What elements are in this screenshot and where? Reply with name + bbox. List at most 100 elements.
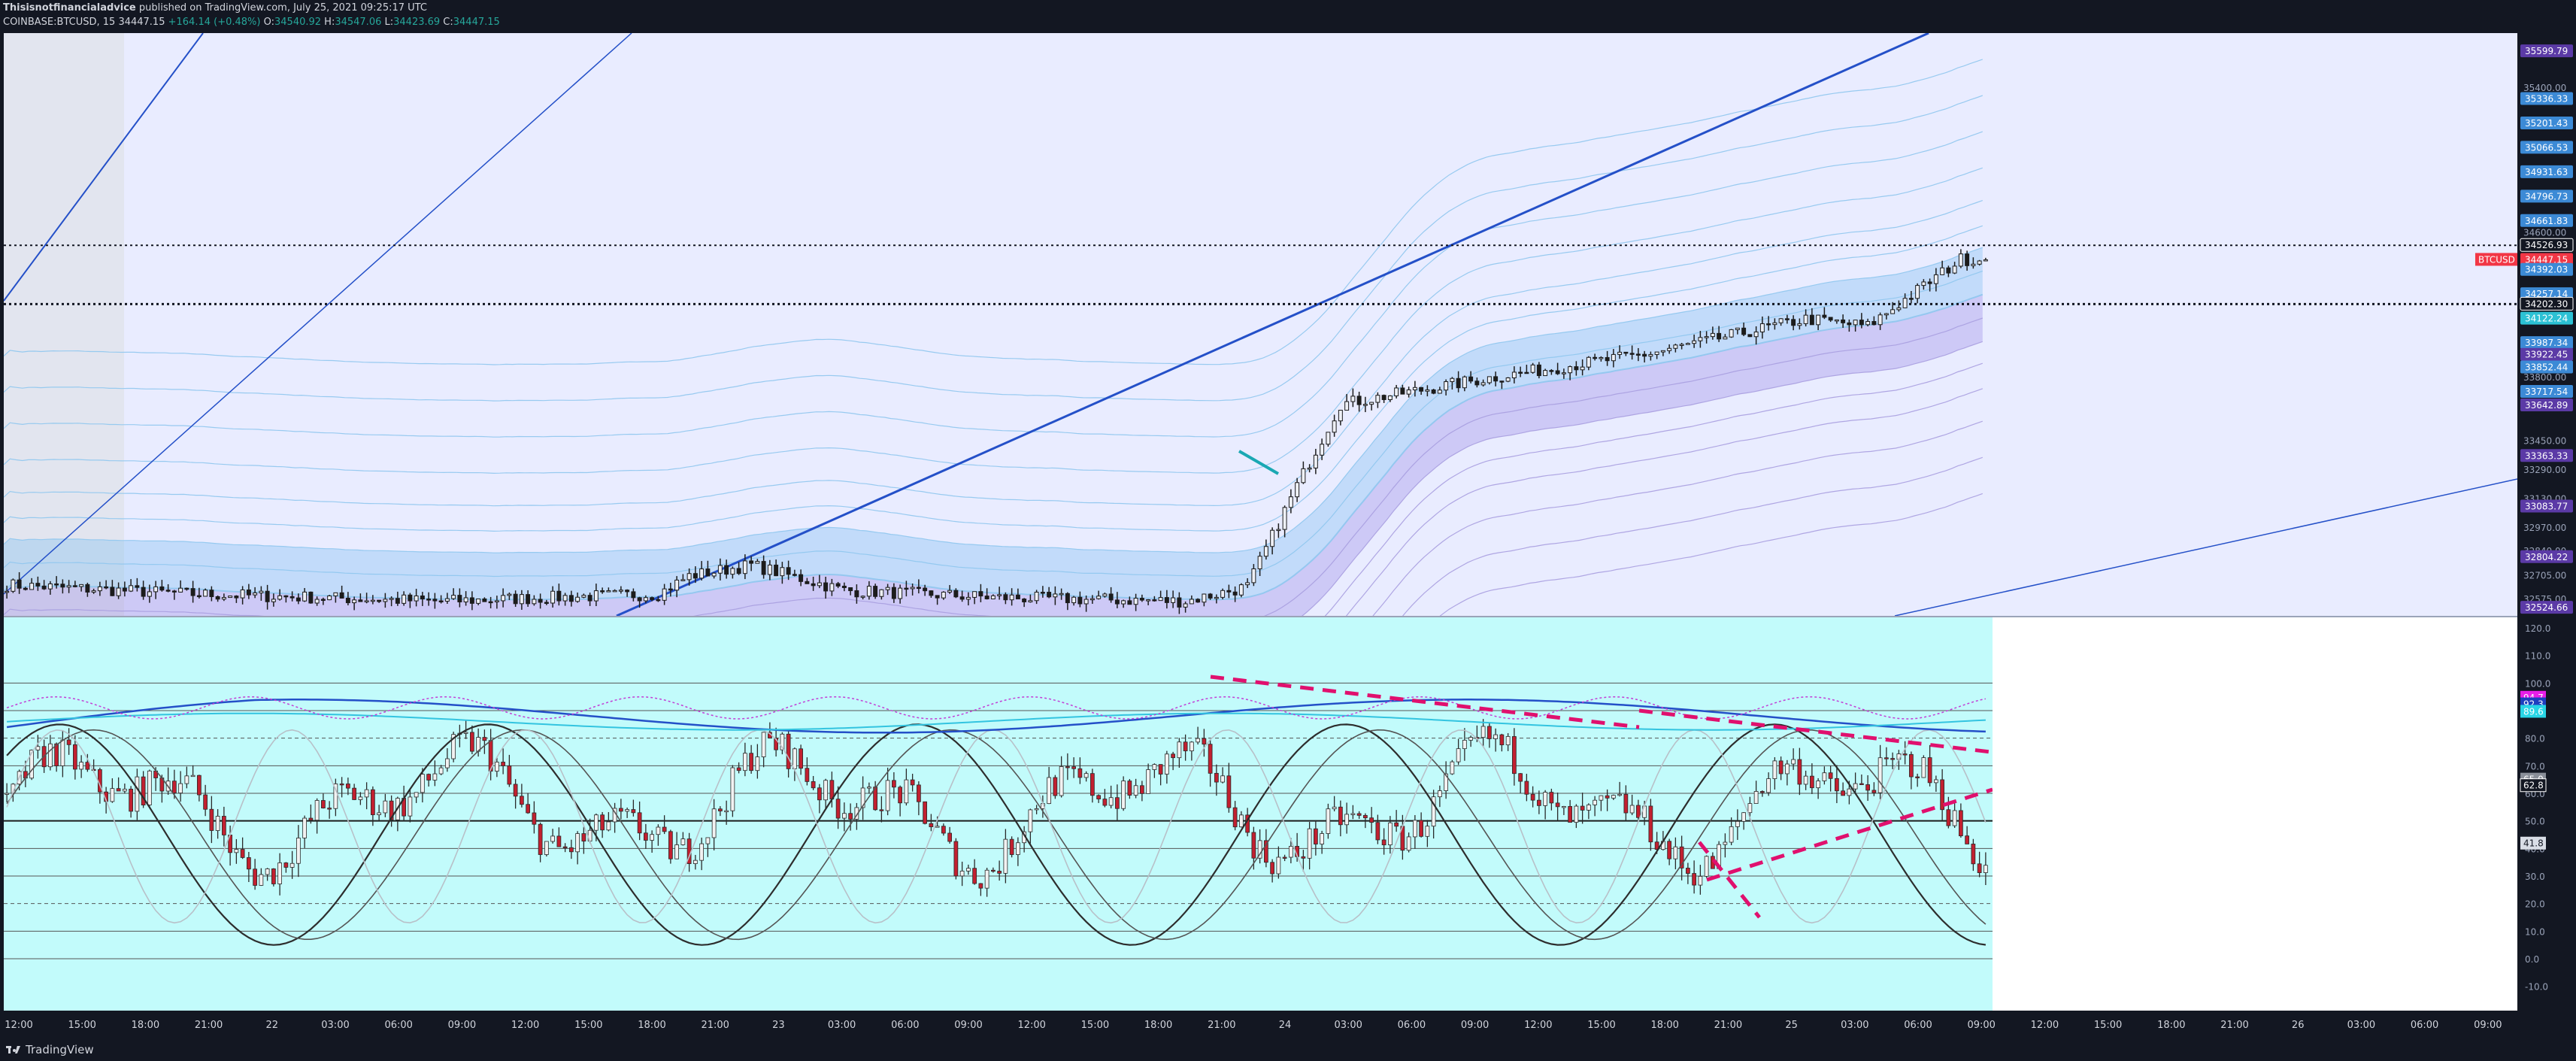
band-line-3	[1345, 388, 1984, 616]
band-line-4	[1324, 362, 1983, 616]
price-candle	[1766, 316, 1771, 331]
osc-candle	[854, 802, 859, 830]
price-candle	[854, 584, 859, 604]
price-candle	[1605, 350, 1610, 366]
svg-text:33642.89: 33642.89	[2525, 400, 2568, 411]
osc-candle	[1871, 782, 1877, 796]
osc-candle	[799, 744, 804, 775]
price-candle	[444, 593, 450, 604]
osc-candle	[1220, 767, 1226, 784]
price-candle	[1679, 342, 1684, 350]
price-candle	[550, 586, 556, 608]
osc-candle	[1338, 800, 1343, 837]
svg-text:62.8: 62.8	[2523, 781, 2544, 791]
price-candle	[451, 588, 456, 600]
price-candle	[1865, 318, 1871, 327]
price-label: 34526.93	[2520, 238, 2574, 252]
osc-candle	[110, 778, 115, 803]
osc-candle	[389, 795, 394, 827]
time-tick-label: 15:00	[68, 1020, 95, 1031]
price-pane[interactable]	[4, 33, 2517, 616]
oscillator-pane[interactable]	[4, 617, 1993, 1011]
time-tick-label: 15:00	[2094, 1020, 2122, 1031]
price-label: 32804.22	[2520, 550, 2573, 563]
symbol-label[interactable]: COINBASE:BTCUSD, 15	[3, 17, 116, 28]
time-tick-label: 12:00	[1017, 1020, 1045, 1031]
price-candle	[1462, 375, 1467, 392]
osc-candle	[1487, 722, 1492, 748]
price-candle	[1853, 320, 1858, 332]
price-candle	[736, 562, 741, 575]
price-candle	[327, 595, 332, 601]
price-candle	[686, 568, 692, 586]
osc-candle	[1028, 808, 1033, 844]
osc-candle	[1778, 756, 1784, 781]
svg-text:34447.15: 34447.15	[2525, 254, 2568, 265]
osc-candle	[1270, 859, 1275, 883]
tradingview-logo[interactable]: TradingView	[6, 1043, 94, 1056]
time-scale[interactable]: 12:00 15:00 18:00 21:00 22 03:00 06:00 09:00 12:…	[5, 1020, 2502, 1031]
time-tick-label: 21:00	[1208, 1020, 1235, 1031]
price-label: 33922.45	[2520, 347, 2573, 361]
osc-candle	[141, 771, 146, 808]
author-name[interactable]: Thisisnotfinancialadvice	[3, 2, 136, 14]
osc-candle	[1723, 833, 1728, 858]
price-label: 35400.00	[2523, 83, 2566, 93]
price-candle	[1778, 318, 1784, 326]
osc-tick-label: 0.0	[2525, 954, 2539, 965]
osc-candle	[470, 725, 474, 755]
osc-candle	[1605, 789, 1610, 811]
time-tick-label: 15:00	[1587, 1020, 1615, 1031]
price-candle	[364, 593, 369, 604]
osc-tick-label: 70.0	[2525, 761, 2545, 771]
price-candle	[1908, 290, 1914, 304]
svg-text:34122.24: 34122.24	[2525, 314, 2568, 324]
price-candle	[1320, 438, 1325, 460]
band-line-10	[4, 225, 1983, 532]
time-tick-label: 06:00	[891, 1020, 919, 1031]
osc-candle	[743, 742, 747, 777]
osc-candle	[1933, 775, 1938, 792]
price-candle	[1518, 366, 1523, 377]
osc-candle	[1493, 728, 1499, 752]
osc-candle	[606, 812, 611, 832]
price-candle	[513, 590, 518, 607]
price-label: 34202.30	[2520, 296, 2574, 311]
svg-text:34661.83: 34661.83	[2525, 216, 2568, 226]
price-candle	[395, 591, 400, 606]
osc-candle	[1853, 772, 1858, 793]
time-tick-label: 03:00	[321, 1020, 349, 1031]
price-candle	[1387, 395, 1393, 402]
oscillator-scale[interactable]: 120.0110.0100.090.080.070.060.050.040.03…	[2520, 623, 2550, 993]
osc-candle	[1884, 747, 1889, 766]
brand-text: TradingView	[26, 1043, 94, 1056]
price-candle	[1841, 314, 1846, 329]
open-value: 34540.92	[274, 17, 322, 28]
osc-candle	[917, 781, 921, 816]
osc-candle	[1549, 788, 1554, 811]
price-candle	[1859, 313, 1864, 329]
time-tick-label: 06:00	[1904, 1020, 1932, 1031]
price-label: 34447.15	[2520, 253, 2573, 266]
price-candle	[1400, 384, 1405, 395]
price-candle	[402, 591, 407, 606]
price-candle	[1933, 268, 1938, 292]
osc-candle	[1741, 812, 1746, 830]
price-candle	[755, 559, 760, 564]
price-candle	[1561, 368, 1566, 379]
price-candle	[606, 587, 611, 593]
price-candle	[1338, 410, 1343, 426]
osc-candle	[246, 851, 251, 883]
osc-candle	[1034, 805, 1039, 814]
price-candle	[1927, 278, 1932, 292]
time-scale-bg	[0, 1011, 2576, 1038]
price-candle	[1047, 587, 1052, 599]
osc-candle	[1226, 762, 1232, 813]
price-candle	[314, 596, 320, 606]
price-candle	[1251, 564, 1256, 587]
osc-value-label: 89.6	[2520, 705, 2546, 718]
price-candle	[389, 596, 394, 607]
osc-candle	[414, 792, 419, 803]
